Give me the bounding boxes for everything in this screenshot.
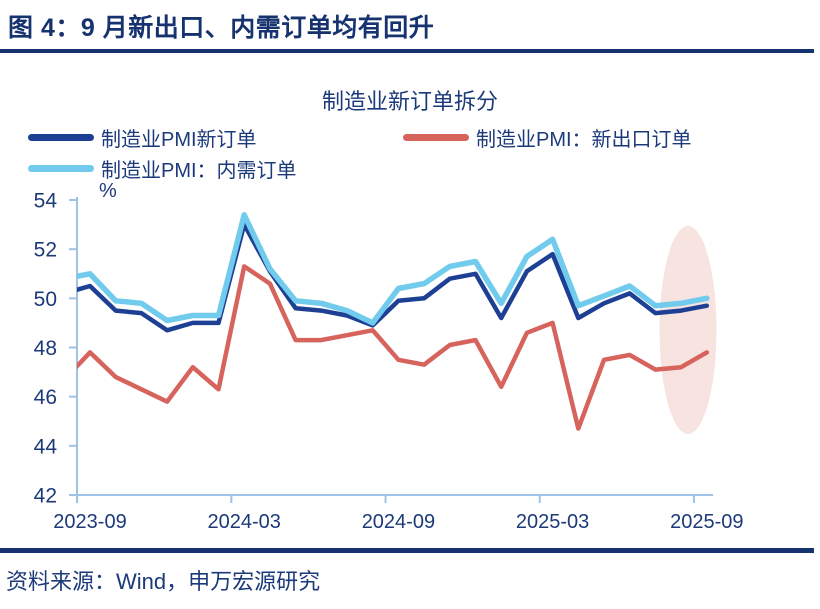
y-axis-label: 44 [34,435,58,458]
legend-item-new-orders: 制造业PMI新订单 [28,124,257,151]
y-axis-label: 46 [34,386,57,409]
y-axis-label: 42 [34,485,57,508]
series-line-domestic-orders [77,212,710,326]
y-axis-label: 50 [34,288,57,311]
legend-item-new-export-orders: 制造业PMI：新出口订单 [403,124,692,151]
series-line-new-export-orders [77,264,710,431]
legend-swatch-new-export-orders [403,133,469,141]
x-axis-ticks: 2023-09 2024-03 2024-09 2025-03 2025-09 [53,495,744,533]
series-line-new-orders [77,222,710,333]
y-axis-label: 48 [34,337,57,360]
x-axis-label: 2024-03 [207,511,280,533]
legend-item-domestic-orders: 制造业PMI：内需订单 [28,155,297,182]
x-axis-label: 2025-09 [670,511,743,533]
legend-label-domestic-orders: 制造业PMI：内需订单 [101,159,297,182]
y-axis-unit-label: % [99,180,117,202]
y-axis-label: 54 [34,190,58,213]
footer-divider [0,548,814,553]
chart-title: 制造业新订单拆分 [321,89,498,114]
legend-swatch-domestic-orders [28,164,94,172]
highlight-ellipse [659,226,717,434]
y-axis-ticks: 42 44 46 48 50 52 54 [34,190,77,508]
figure-title: 图 4：9 月新出口、内需订单均有回升 [8,14,435,42]
source-note: 资料来源：Wind，申万宏源研究 [6,569,321,594]
header-underline [0,49,814,53]
legend-swatch-new-orders [28,133,94,141]
x-axis-label: 2024-09 [362,511,435,533]
y-axis-label: 52 [34,239,57,262]
x-axis-label: 2023-09 [53,511,126,533]
legend-label-new-orders: 制造业PMI新订单 [101,128,257,151]
x-axis-label: 2025-03 [516,511,589,533]
legend-label-new-export-orders: 制造业PMI：新出口订单 [476,128,692,151]
